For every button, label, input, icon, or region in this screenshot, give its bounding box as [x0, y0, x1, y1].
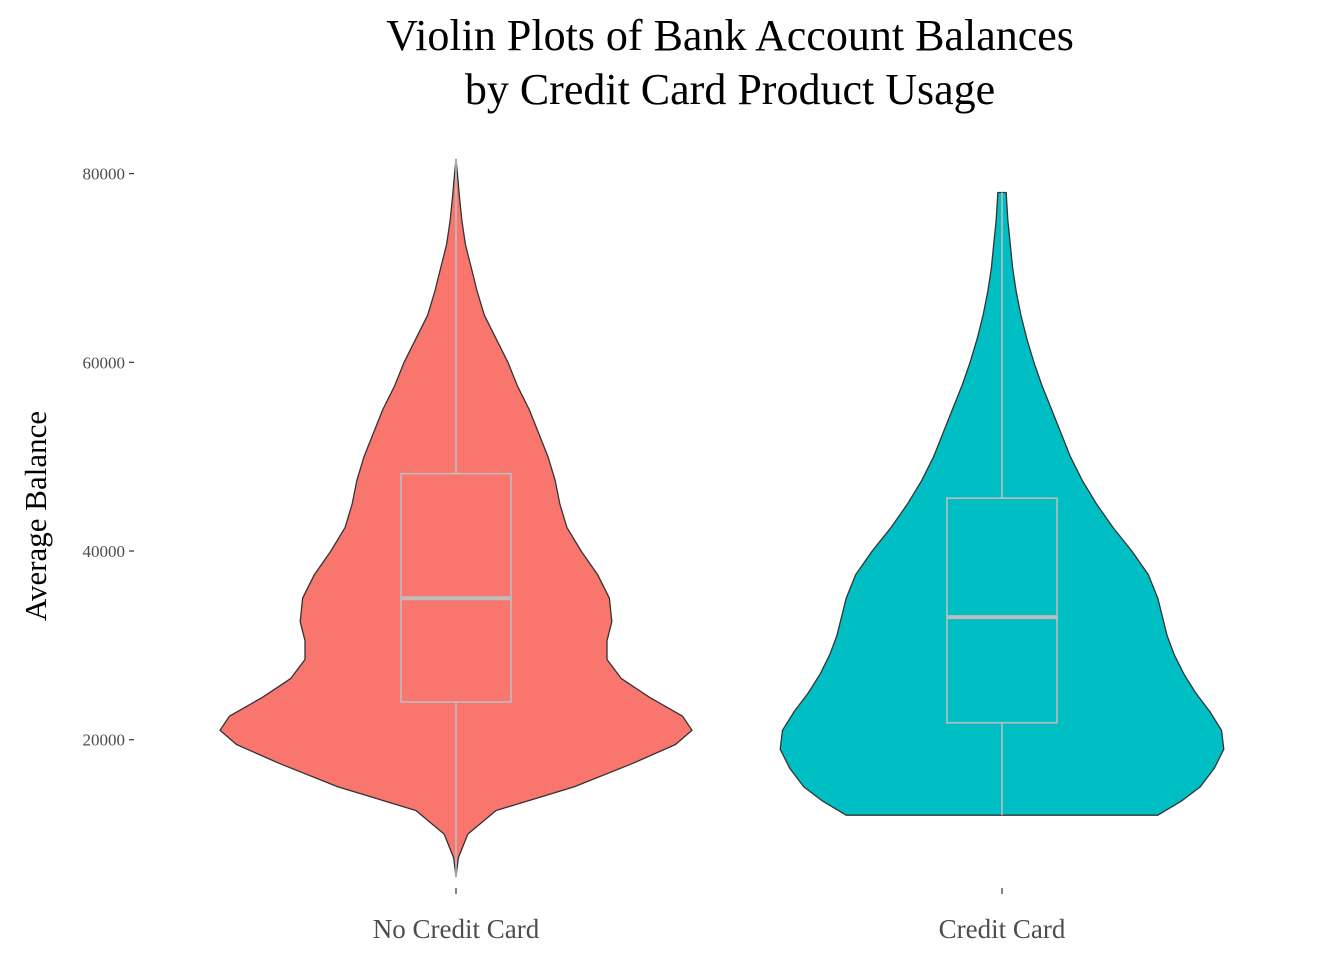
- plot-area: [219, 158, 1225, 878]
- y-tick-label: 80000: [83, 165, 126, 184]
- x-axis: No Credit Card Credit Card: [373, 888, 1066, 944]
- violin-group: [779, 191, 1225, 816]
- violin-shape: [219, 158, 693, 878]
- x-tick-label: No Credit Card: [373, 914, 540, 944]
- y-axis-label: Average Balance: [18, 411, 53, 621]
- x-tick-label: Credit Card: [939, 914, 1066, 944]
- box-iqr: [946, 497, 1058, 724]
- y-tick-label: 40000: [83, 542, 126, 561]
- violin-group: [219, 158, 693, 878]
- box-iqr: [400, 472, 512, 703]
- violin-shape: [779, 191, 1225, 816]
- chart-title-line-1: Violin Plots of Bank Account Balances: [386, 11, 1074, 60]
- y-tick-label: 20000: [83, 731, 126, 750]
- chart-title-line-2: by Credit Card Product Usage: [465, 65, 995, 114]
- y-tick-label: 60000: [83, 353, 126, 372]
- y-axis: 20000 40000 60000 80000: [83, 165, 134, 750]
